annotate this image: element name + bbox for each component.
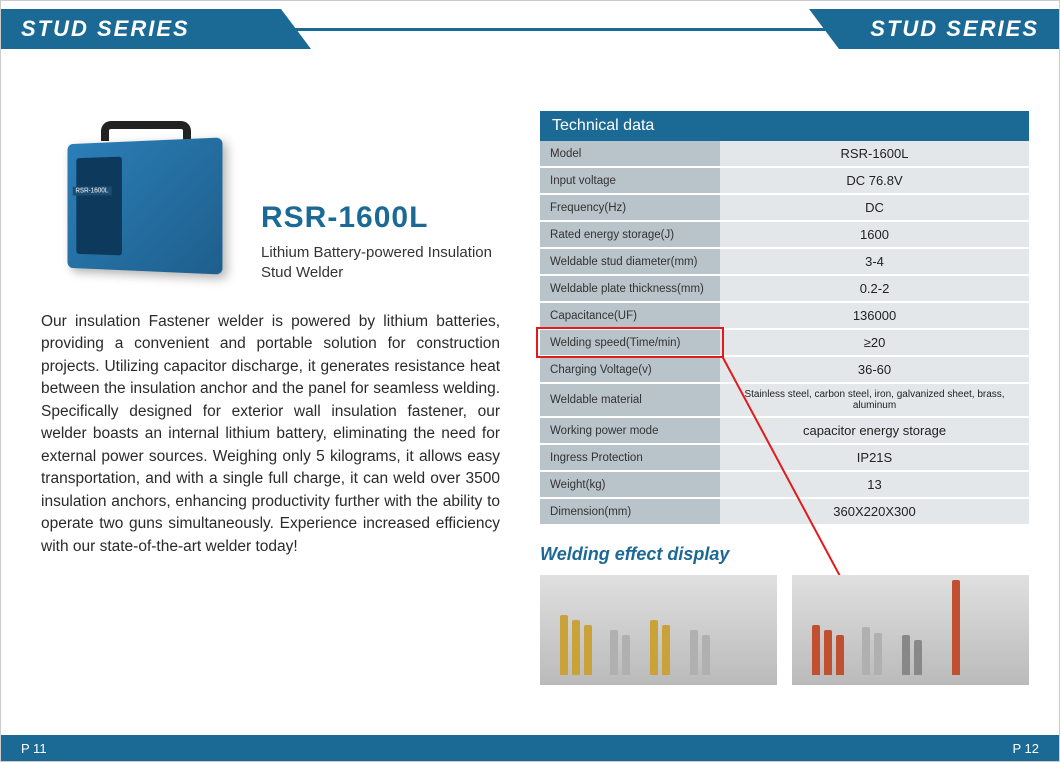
- stud-sample: [690, 630, 698, 675]
- welder-panel-shape: [76, 157, 122, 256]
- spec-label: Weldable material: [540, 383, 720, 417]
- content-area: RSR-1600L RSR-1600L Lithium Battery-powe…: [1, 61, 1059, 721]
- stud-sample: [584, 625, 592, 675]
- spec-value: 1600: [720, 221, 1029, 248]
- spec-value: RSR-1600L: [720, 141, 1029, 167]
- product-description: Our insulation Fastener welder is powere…: [41, 311, 500, 558]
- spec-label: Frequency(Hz): [540, 194, 720, 221]
- series-title-right: STUD SERIES: [870, 16, 1039, 42]
- effect-image-right: [792, 575, 1029, 685]
- stud-sample: [560, 615, 568, 675]
- table-row: Working power modecapacitor energy stora…: [540, 417, 1029, 444]
- header-banner-left: STUD SERIES: [1, 9, 281, 49]
- page-number-left: P 11: [21, 741, 47, 756]
- table-row: Rated energy storage(J)1600: [540, 221, 1029, 248]
- welding-effect-title: Welding effect display: [540, 544, 1029, 565]
- welding-effect-images: [540, 575, 1029, 685]
- table-row: Weldable stud diameter(mm)3-4: [540, 248, 1029, 275]
- header-banner-right: STUD SERIES: [839, 9, 1059, 49]
- series-title-left: STUD SERIES: [21, 16, 190, 42]
- spec-label: Weight(kg): [540, 471, 720, 498]
- table-row: Charging Voltage(v)36-60: [540, 356, 1029, 383]
- spec-value: 36-60: [720, 356, 1029, 383]
- model-name: RSR-1600L: [261, 201, 500, 235]
- stud-sample: [610, 630, 618, 675]
- stud-sample: [874, 633, 882, 675]
- stud-sample: [824, 630, 832, 675]
- spec-value: DC 76.8V: [720, 167, 1029, 194]
- stud-sample: [836, 635, 844, 675]
- table-row: Weldable plate thickness(mm)0.2-2: [540, 275, 1029, 302]
- spec-value: 3-4: [720, 248, 1029, 275]
- spec-label: Ingress Protection: [540, 444, 720, 471]
- product-title-block: RSR-1600L Lithium Battery-powered Insula…: [261, 111, 500, 291]
- left-column: RSR-1600L RSR-1600L Lithium Battery-powe…: [1, 61, 530, 721]
- spec-label: Model: [540, 141, 720, 167]
- welder-badge: RSR-1600L: [73, 186, 111, 195]
- stud-sample: [622, 635, 630, 675]
- stud-sample: [862, 627, 870, 675]
- spec-value: IP21S: [720, 444, 1029, 471]
- spec-label: Capacitance(UF): [540, 302, 720, 329]
- right-column: Technical data ModelRSR-1600LInput volta…: [530, 61, 1059, 721]
- table-row: Capacitance(UF)136000: [540, 302, 1029, 329]
- welder-handle-shape: [101, 121, 191, 141]
- spec-label: Weldable plate thickness(mm): [540, 275, 720, 302]
- spec-label: Rated energy storage(J): [540, 221, 720, 248]
- header-divider: [291, 28, 849, 31]
- spec-label: Working power mode: [540, 417, 720, 444]
- spec-value: Stainless steel, carbon steel, iron, gal…: [720, 383, 1029, 417]
- welder-body-shape: RSR-1600L: [68, 137, 223, 274]
- spec-value: 0.2-2: [720, 275, 1029, 302]
- product-hero: RSR-1600L RSR-1600L Lithium Battery-powe…: [41, 111, 500, 291]
- spec-value: 360X220X300: [720, 498, 1029, 525]
- stud-sample: [952, 580, 960, 675]
- stud-sample: [914, 640, 922, 675]
- table-row: Ingress ProtectionIP21S: [540, 444, 1029, 471]
- model-subtitle: Lithium Battery-powered Insulation Stud …: [261, 243, 500, 282]
- table-row: Frequency(Hz)DC: [540, 194, 1029, 221]
- stud-sample: [662, 625, 670, 675]
- page-header: STUD SERIES STUD SERIES: [1, 9, 1059, 49]
- spec-value: capacitor energy storage: [720, 417, 1029, 444]
- table-row: Weldable materialStainless steel, carbon…: [540, 383, 1029, 417]
- table-row: Input voltageDC 76.8V: [540, 167, 1029, 194]
- stud-sample: [812, 625, 820, 675]
- stud-sample: [702, 635, 710, 675]
- table-row: ModelRSR-1600L: [540, 141, 1029, 167]
- effect-image-left: [540, 575, 777, 685]
- spec-label: Welding speed(Time/min): [540, 329, 720, 356]
- table-row: Welding speed(Time/min)≥20: [540, 329, 1029, 356]
- spec-value: ≥20: [720, 329, 1029, 356]
- technical-data-table: Technical data ModelRSR-1600LInput volta…: [540, 111, 1029, 526]
- spec-value: DC: [720, 194, 1029, 221]
- page-footer: P 11 P 12: [1, 735, 1059, 761]
- catalog-spread: STUD SERIES STUD SERIES RSR-1600L RSR-16…: [0, 0, 1060, 762]
- page-number-right: P 12: [1012, 741, 1039, 756]
- table-row: Dimension(mm)360X220X300: [540, 498, 1029, 525]
- stud-sample: [650, 620, 658, 675]
- stud-sample: [902, 635, 910, 675]
- spec-label: Dimension(mm): [540, 498, 720, 525]
- product-image: RSR-1600L: [41, 111, 241, 291]
- table-row: Weight(kg)13: [540, 471, 1029, 498]
- spec-value: 13: [720, 471, 1029, 498]
- spec-label: Charging Voltage(v): [540, 356, 720, 383]
- spec-value: 136000: [720, 302, 1029, 329]
- spec-label: Weldable stud diameter(mm): [540, 248, 720, 275]
- stud-sample: [572, 620, 580, 675]
- spec-label: Input voltage: [540, 167, 720, 194]
- tech-table-header: Technical data: [540, 111, 1029, 141]
